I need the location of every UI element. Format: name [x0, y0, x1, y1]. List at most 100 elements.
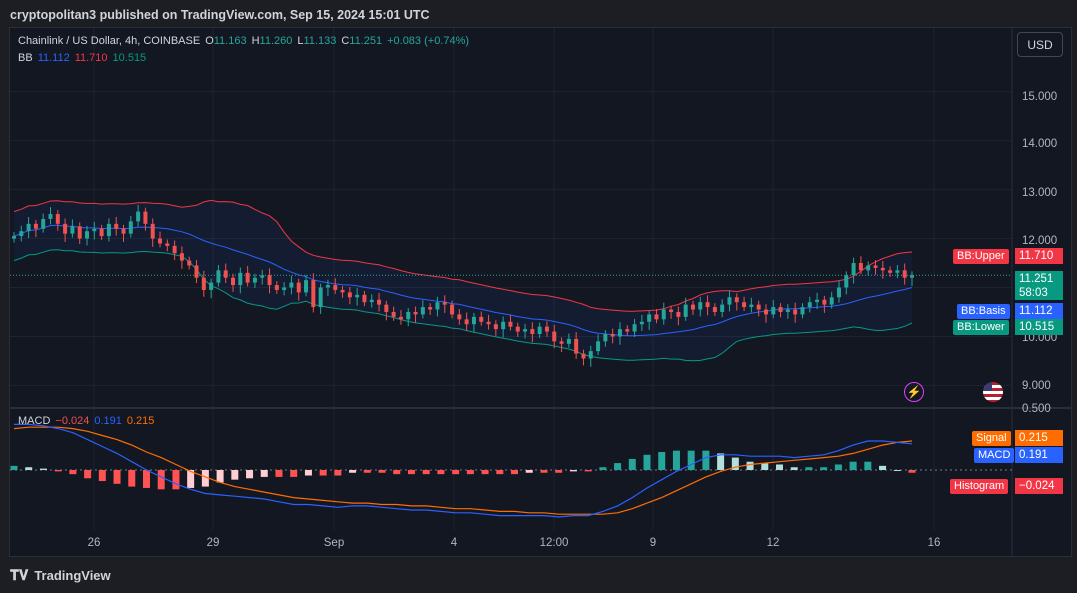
open-value: 11.163	[213, 35, 247, 47]
candle-body	[238, 272, 243, 286]
candle-body	[136, 211, 141, 222]
histogram-bar	[260, 470, 268, 477]
candle-body	[910, 275, 914, 278]
histogram-bar	[879, 465, 887, 470]
macd-legend-name: MACD	[18, 415, 51, 427]
histogram-bar	[334, 470, 342, 476]
candle-body	[340, 289, 345, 293]
candle-body	[172, 245, 177, 254]
histogram-bar	[407, 470, 415, 475]
macd-line	[14, 423, 913, 518]
candle-body	[384, 304, 389, 312]
candle-body	[603, 334, 608, 342]
tradingview-logo-icon: 𝐓𝐕	[10, 567, 29, 583]
candle-body	[588, 351, 593, 359]
candle-body	[85, 231, 90, 239]
histogram-bar	[908, 470, 916, 473]
histogram-bar	[128, 470, 136, 487]
candle-body	[428, 307, 433, 310]
histogram-bar	[569, 470, 577, 472]
histogram-bar	[555, 470, 563, 473]
bb-fill-area	[14, 200, 912, 361]
chart-grid	[10, 28, 1071, 556]
candle-body	[683, 304, 688, 317]
histogram-bar	[452, 470, 460, 475]
histogram-bar	[849, 461, 857, 470]
candle-body	[581, 353, 586, 359]
candle-body	[690, 304, 695, 310]
histogram-bar	[319, 470, 327, 476]
histogram-bar	[142, 470, 150, 488]
candle-body	[501, 321, 506, 330]
histogram-bar	[437, 470, 445, 475]
candle-body	[398, 316, 403, 320]
histogram-bar	[731, 457, 739, 470]
change-value: +0.083 (+0.74%)	[387, 35, 470, 47]
last-price-value: 11.251	[1015, 271, 1063, 287]
candle-body	[318, 287, 323, 308]
symbol-legend[interactable]: Chainlink / US Dollar, 4h, COINBASE O11.1…	[18, 35, 474, 47]
candle-body	[77, 226, 82, 239]
histogram-bar	[10, 465, 18, 470]
currency-button[interactable]: USD	[1017, 32, 1063, 57]
candle-body	[377, 299, 382, 305]
histogram-bar	[363, 470, 371, 473]
candle-body	[800, 307, 805, 315]
open-label: O	[205, 35, 214, 47]
histogram-bar	[893, 470, 901, 471]
histogram-bar	[54, 470, 62, 472]
candle-body	[304, 280, 309, 293]
candle-body	[333, 285, 338, 290]
tradingview-footer[interactable]: 𝐓𝐕 TradingView	[10, 567, 111, 584]
us-flag-icon[interactable]	[983, 382, 1003, 402]
candle-body	[727, 297, 732, 305]
candle-body	[260, 275, 265, 278]
candle-body	[70, 226, 75, 234]
candle-body	[523, 329, 528, 332]
candle-body	[406, 311, 411, 320]
candle-body	[311, 280, 316, 308]
candle-body	[763, 309, 768, 315]
price-tick: 0.500	[1022, 403, 1051, 415]
candle-body	[471, 316, 476, 325]
bar-countdown: 58:03	[1015, 286, 1063, 300]
candle-body	[362, 294, 367, 303]
histogram-bar	[113, 470, 121, 484]
candle-body	[450, 304, 455, 315]
time-tick: 16	[927, 537, 941, 549]
candle-body	[106, 223, 111, 237]
candle-body	[48, 214, 53, 219]
candle-body	[647, 314, 652, 322]
candle-body	[114, 223, 119, 229]
candle-body	[778, 307, 783, 312]
time-tick: 12	[766, 537, 780, 549]
lightning-icon[interactable]: ⚡	[904, 382, 924, 402]
candle-body	[610, 334, 615, 337]
close-value: 11.251	[349, 35, 383, 47]
histogram-bar	[820, 467, 828, 470]
symbol-title[interactable]: Chainlink / US Dollar, 4h, COINBASE	[18, 35, 201, 47]
histogram-tag: Histogram	[950, 479, 1009, 494]
histogram-bar	[422, 470, 430, 475]
candle-body	[201, 277, 206, 290]
histogram-bar	[599, 467, 607, 470]
price-tick: 12.000	[1022, 235, 1058, 247]
histogram-bar	[187, 470, 195, 488]
candle-body	[464, 319, 469, 325]
signal-value: 0.215	[1015, 430, 1063, 446]
histogram-bar	[466, 470, 474, 475]
bb-legend[interactable]: BB 11.112 11.710 10.515	[18, 52, 151, 64]
candle-body	[179, 253, 184, 261]
candle-body	[785, 309, 790, 312]
candle-body	[420, 307, 425, 315]
macd-legend-histogram: −0.024	[55, 415, 90, 427]
candle-body	[661, 309, 666, 320]
high-label: H	[251, 35, 260, 47]
candle-body	[150, 223, 155, 239]
candle-body	[435, 302, 440, 310]
histogram-bar	[672, 450, 680, 470]
macd-legend[interactable]: MACD −0.024 0.191 0.215	[18, 415, 159, 427]
candle-body	[705, 302, 710, 308]
candle-body	[676, 311, 681, 317]
